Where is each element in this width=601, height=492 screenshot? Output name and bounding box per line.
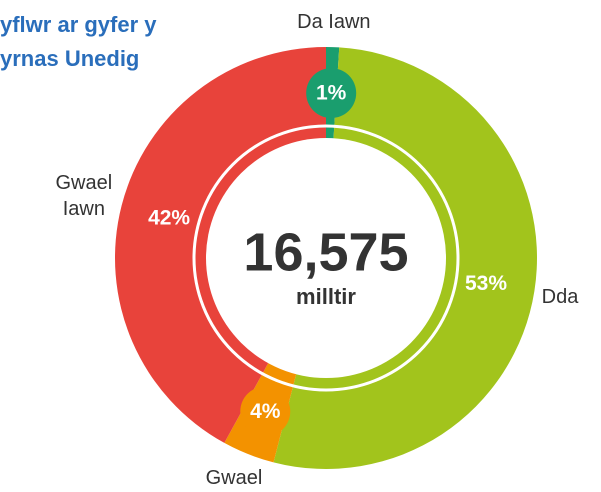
title-line: yrnas Unedig — [0, 46, 140, 71]
value-label: 42% — [148, 206, 190, 229]
category-label: Da Iawn — [297, 11, 371, 33]
category-label: Gwael — [205, 467, 263, 489]
value-badge — [240, 386, 291, 437]
donut-segment — [273, 47, 537, 470]
value-label: 4% — [250, 400, 281, 423]
value-label: 53% — [465, 272, 507, 295]
category-label: Gwael Iawn — [55, 171, 113, 220]
inner-disc — [206, 138, 446, 378]
donut-segment — [114, 46, 327, 443]
center-value: 16,575 — [243, 222, 408, 282]
value-label: 1% — [316, 82, 347, 105]
inner-ring — [192, 124, 460, 392]
value-badge — [306, 68, 357, 119]
category-label: Dda — [541, 286, 579, 309]
title-line: yflwr ar gyfer y — [0, 12, 157, 37]
center-unit: milltir — [296, 284, 356, 309]
chart-title: yflwr ar gyfer y yrnas Unedig — [0, 8, 157, 76]
